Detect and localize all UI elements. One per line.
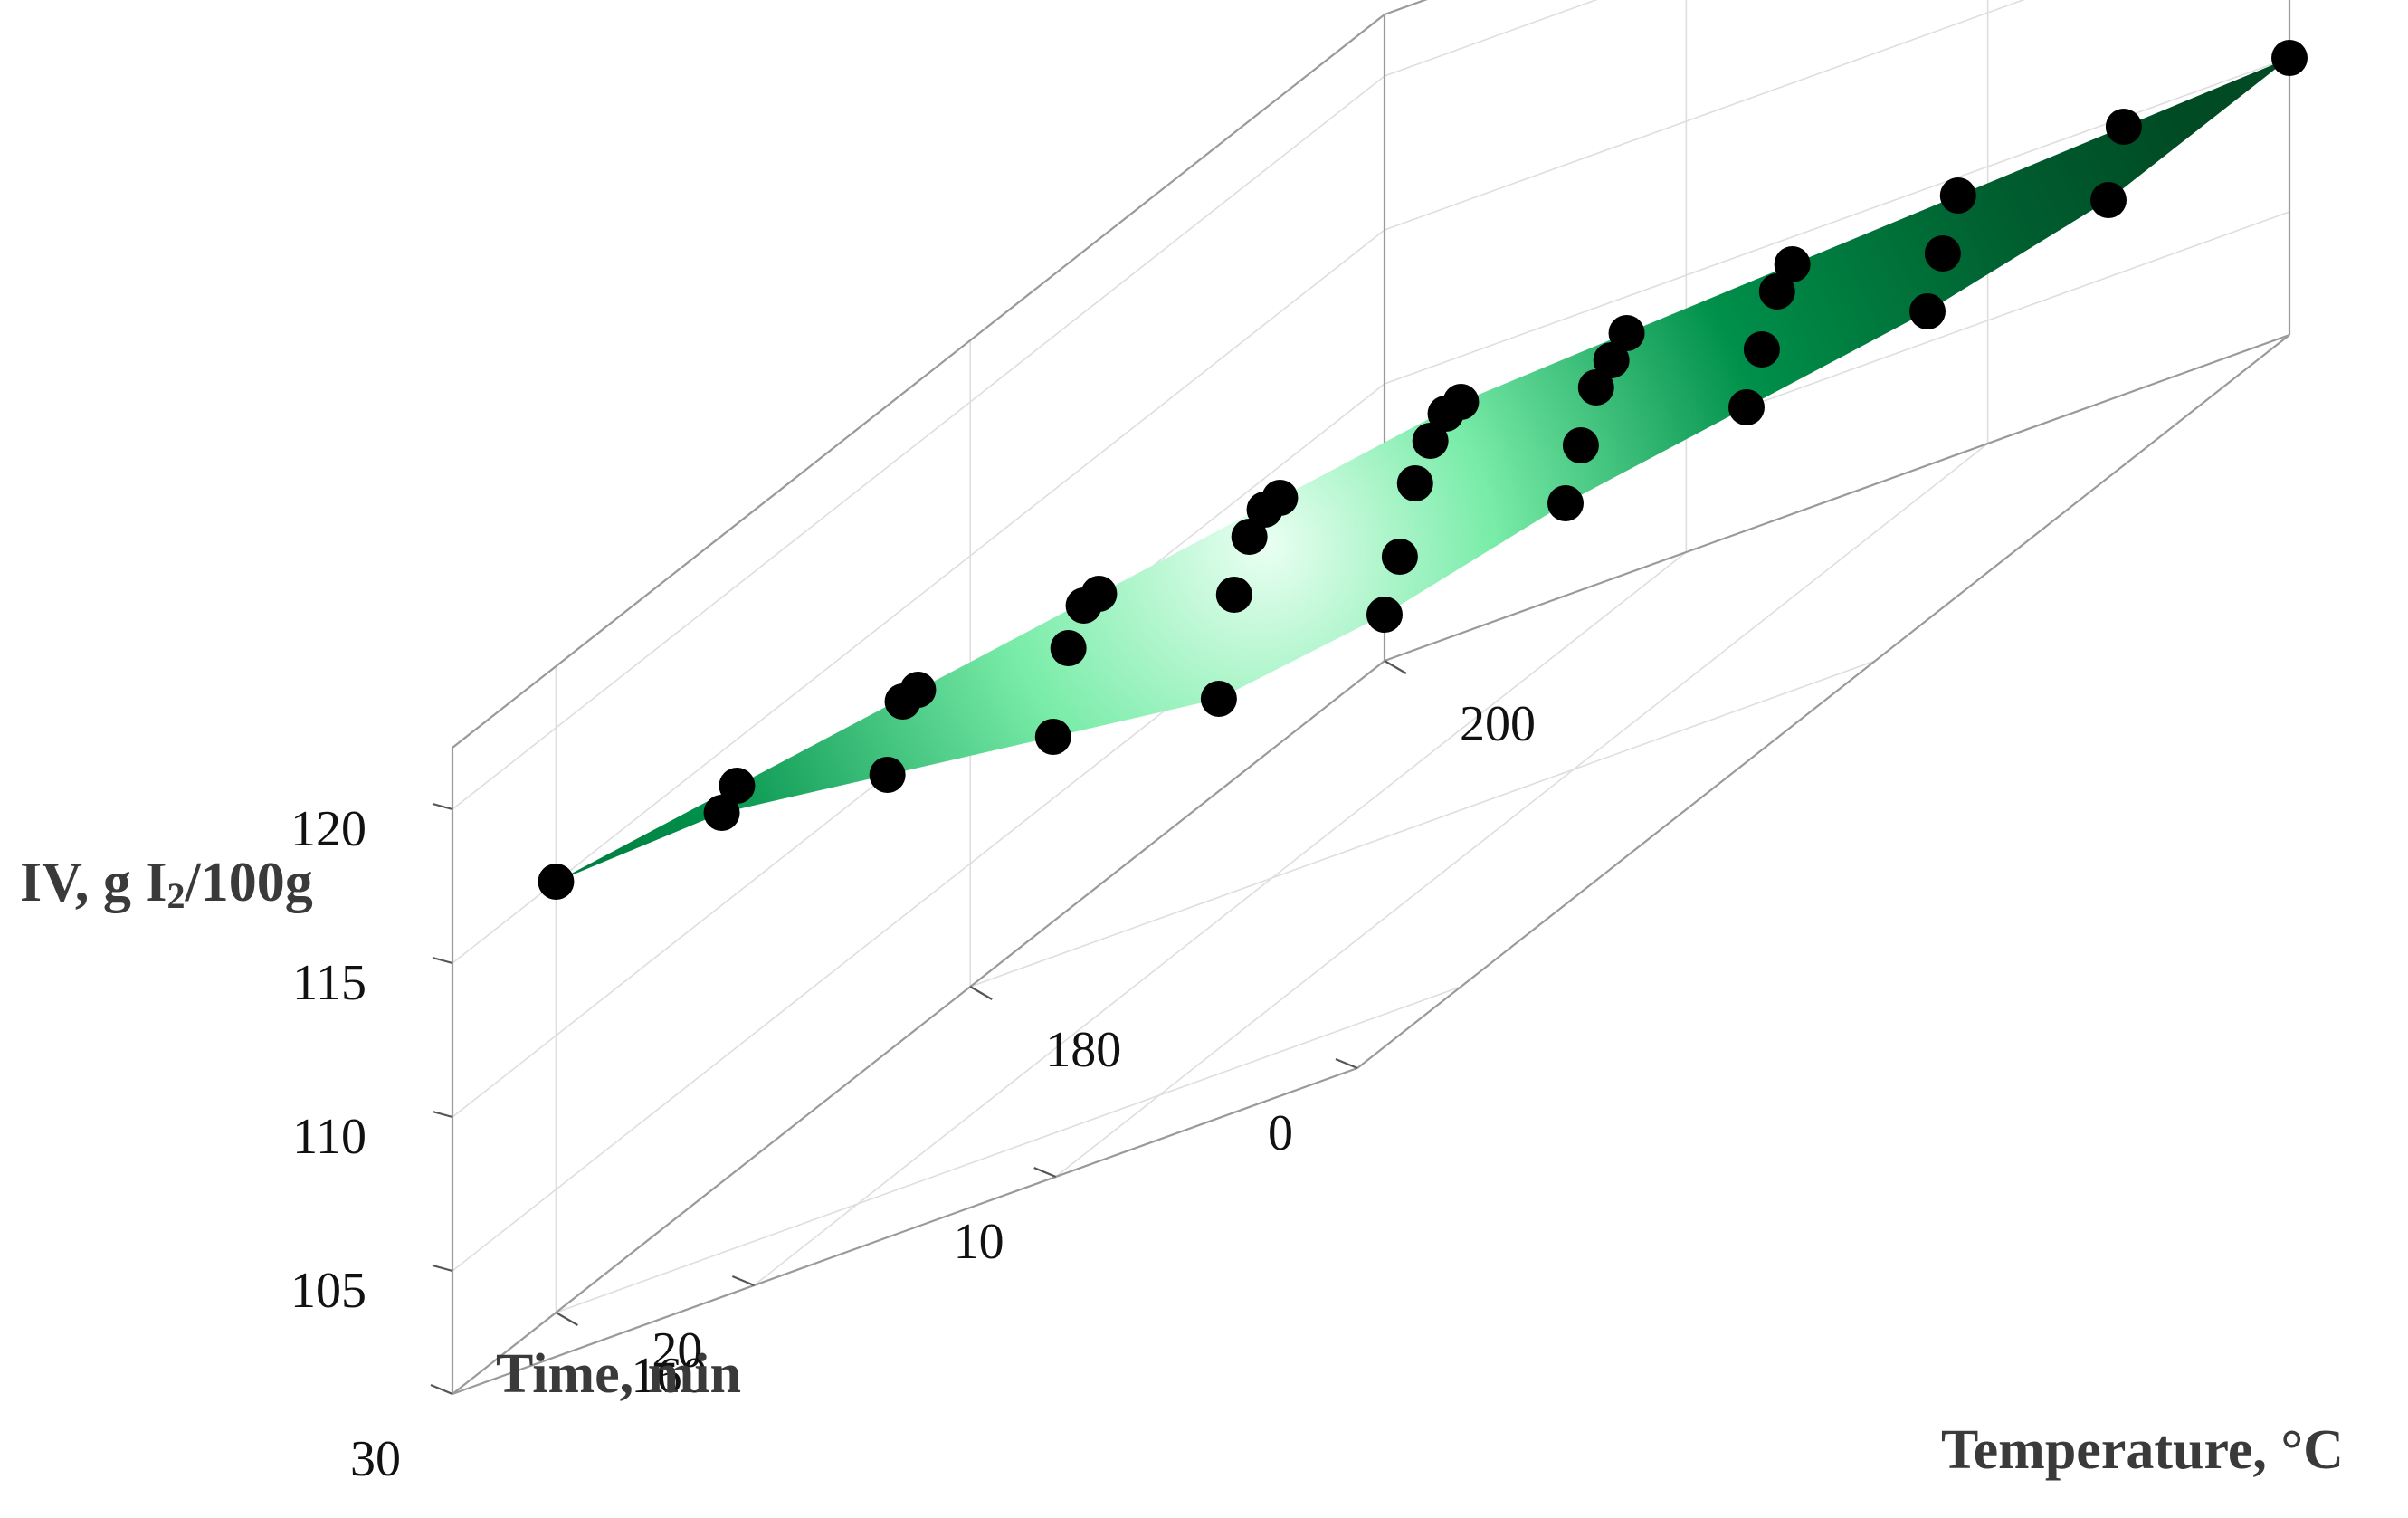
grid-line-z-right-wall [1384,0,2025,231]
data-point [1065,587,1102,624]
data-point [869,757,906,793]
data-point [1909,293,1946,329]
data-point [538,864,575,900]
temp-tick-label: 200 [1460,696,1536,752]
z-tick [432,956,453,965]
time-tick [430,1383,453,1396]
data-point [1200,681,1237,717]
grid-line-time-floor [1055,443,1989,1178]
box-edge [1384,0,1428,16]
data-point [1396,465,1433,501]
data-point [1728,389,1765,425]
data-point [1034,719,1071,755]
data-point [1939,177,1976,214]
data-point [1050,630,1087,666]
data-point [1381,539,1418,575]
data-point [1427,396,1464,432]
z-tick-label: 110 [292,1109,366,1165]
z-tick [432,1264,453,1273]
z-tick [432,802,453,811]
z-tick [432,1110,453,1119]
data-point [1246,492,1283,528]
box-edge [452,660,1385,1395]
data-point [703,795,740,831]
data-point [2271,40,2308,76]
y-axis-title: Temperature, °C [1941,1419,2344,1481]
data-point [1608,315,1645,351]
z-tick-label: 115 [292,955,366,1011]
grid-line-z-left-wall [452,229,1385,964]
data-point [719,768,756,804]
temp-tick [1384,660,1407,674]
data-point [2090,182,2127,218]
box-edge [1384,333,2290,663]
grid-line-time-floor [753,551,1687,1286]
grid-line-temp-floor [969,660,1876,988]
data-point [1743,331,1780,368]
grid-line-z-right-wall [1384,0,1598,77]
z-axis-title: IV, g I2/100g [20,852,313,916]
grid-line-z-right-wall [1384,57,2290,385]
bounding-box [451,0,2291,1396]
data-point [1215,577,1252,613]
box-edge [1356,334,2290,1069]
z-tick-label: 105 [290,1263,366,1319]
tick-labels: 105 110 115 120 0 10 20 30 160 180 200 [290,696,1536,1487]
data-point [1412,423,1449,459]
box-edge [452,1066,1358,1396]
x-axis-title: Time, min [496,1343,741,1405]
time-tick-label: 0 [1268,1105,1293,1161]
time-tick [1335,1057,1358,1070]
data-point [1577,369,1614,406]
data-point [1593,342,1630,378]
data-point [884,683,921,720]
time-tick-label: 30 [350,1431,401,1487]
temp-tick [969,986,993,1000]
temp-tick [555,1312,578,1326]
data-point [1774,246,1811,282]
box-edge [452,14,1385,749]
data-point [1562,427,1599,463]
axis-titles: IV, g I2/100g Time, min Temperature, °C [20,852,2344,1481]
time-tick [731,1275,755,1287]
grid-line-z-left-wall [452,75,1385,810]
time-tick [1033,1166,1057,1179]
time-tick-label: 20 [652,1322,702,1379]
data-point [1547,485,1584,521]
data-point [1366,597,1403,633]
data-point [1758,273,1795,310]
data-point [1924,235,1961,272]
data-points [538,40,2308,900]
temp-tick-label: 180 [1045,1022,1121,1078]
axis-ticks [430,660,1407,1396]
z-tick-label: 120 [290,801,366,857]
temp-tick-label: 160 [631,1348,707,1404]
data-point [1231,519,1268,555]
grid-line-temp-floor [556,986,1461,1313]
data-point [2105,109,2142,145]
time-tick-label: 10 [954,1214,1004,1270]
